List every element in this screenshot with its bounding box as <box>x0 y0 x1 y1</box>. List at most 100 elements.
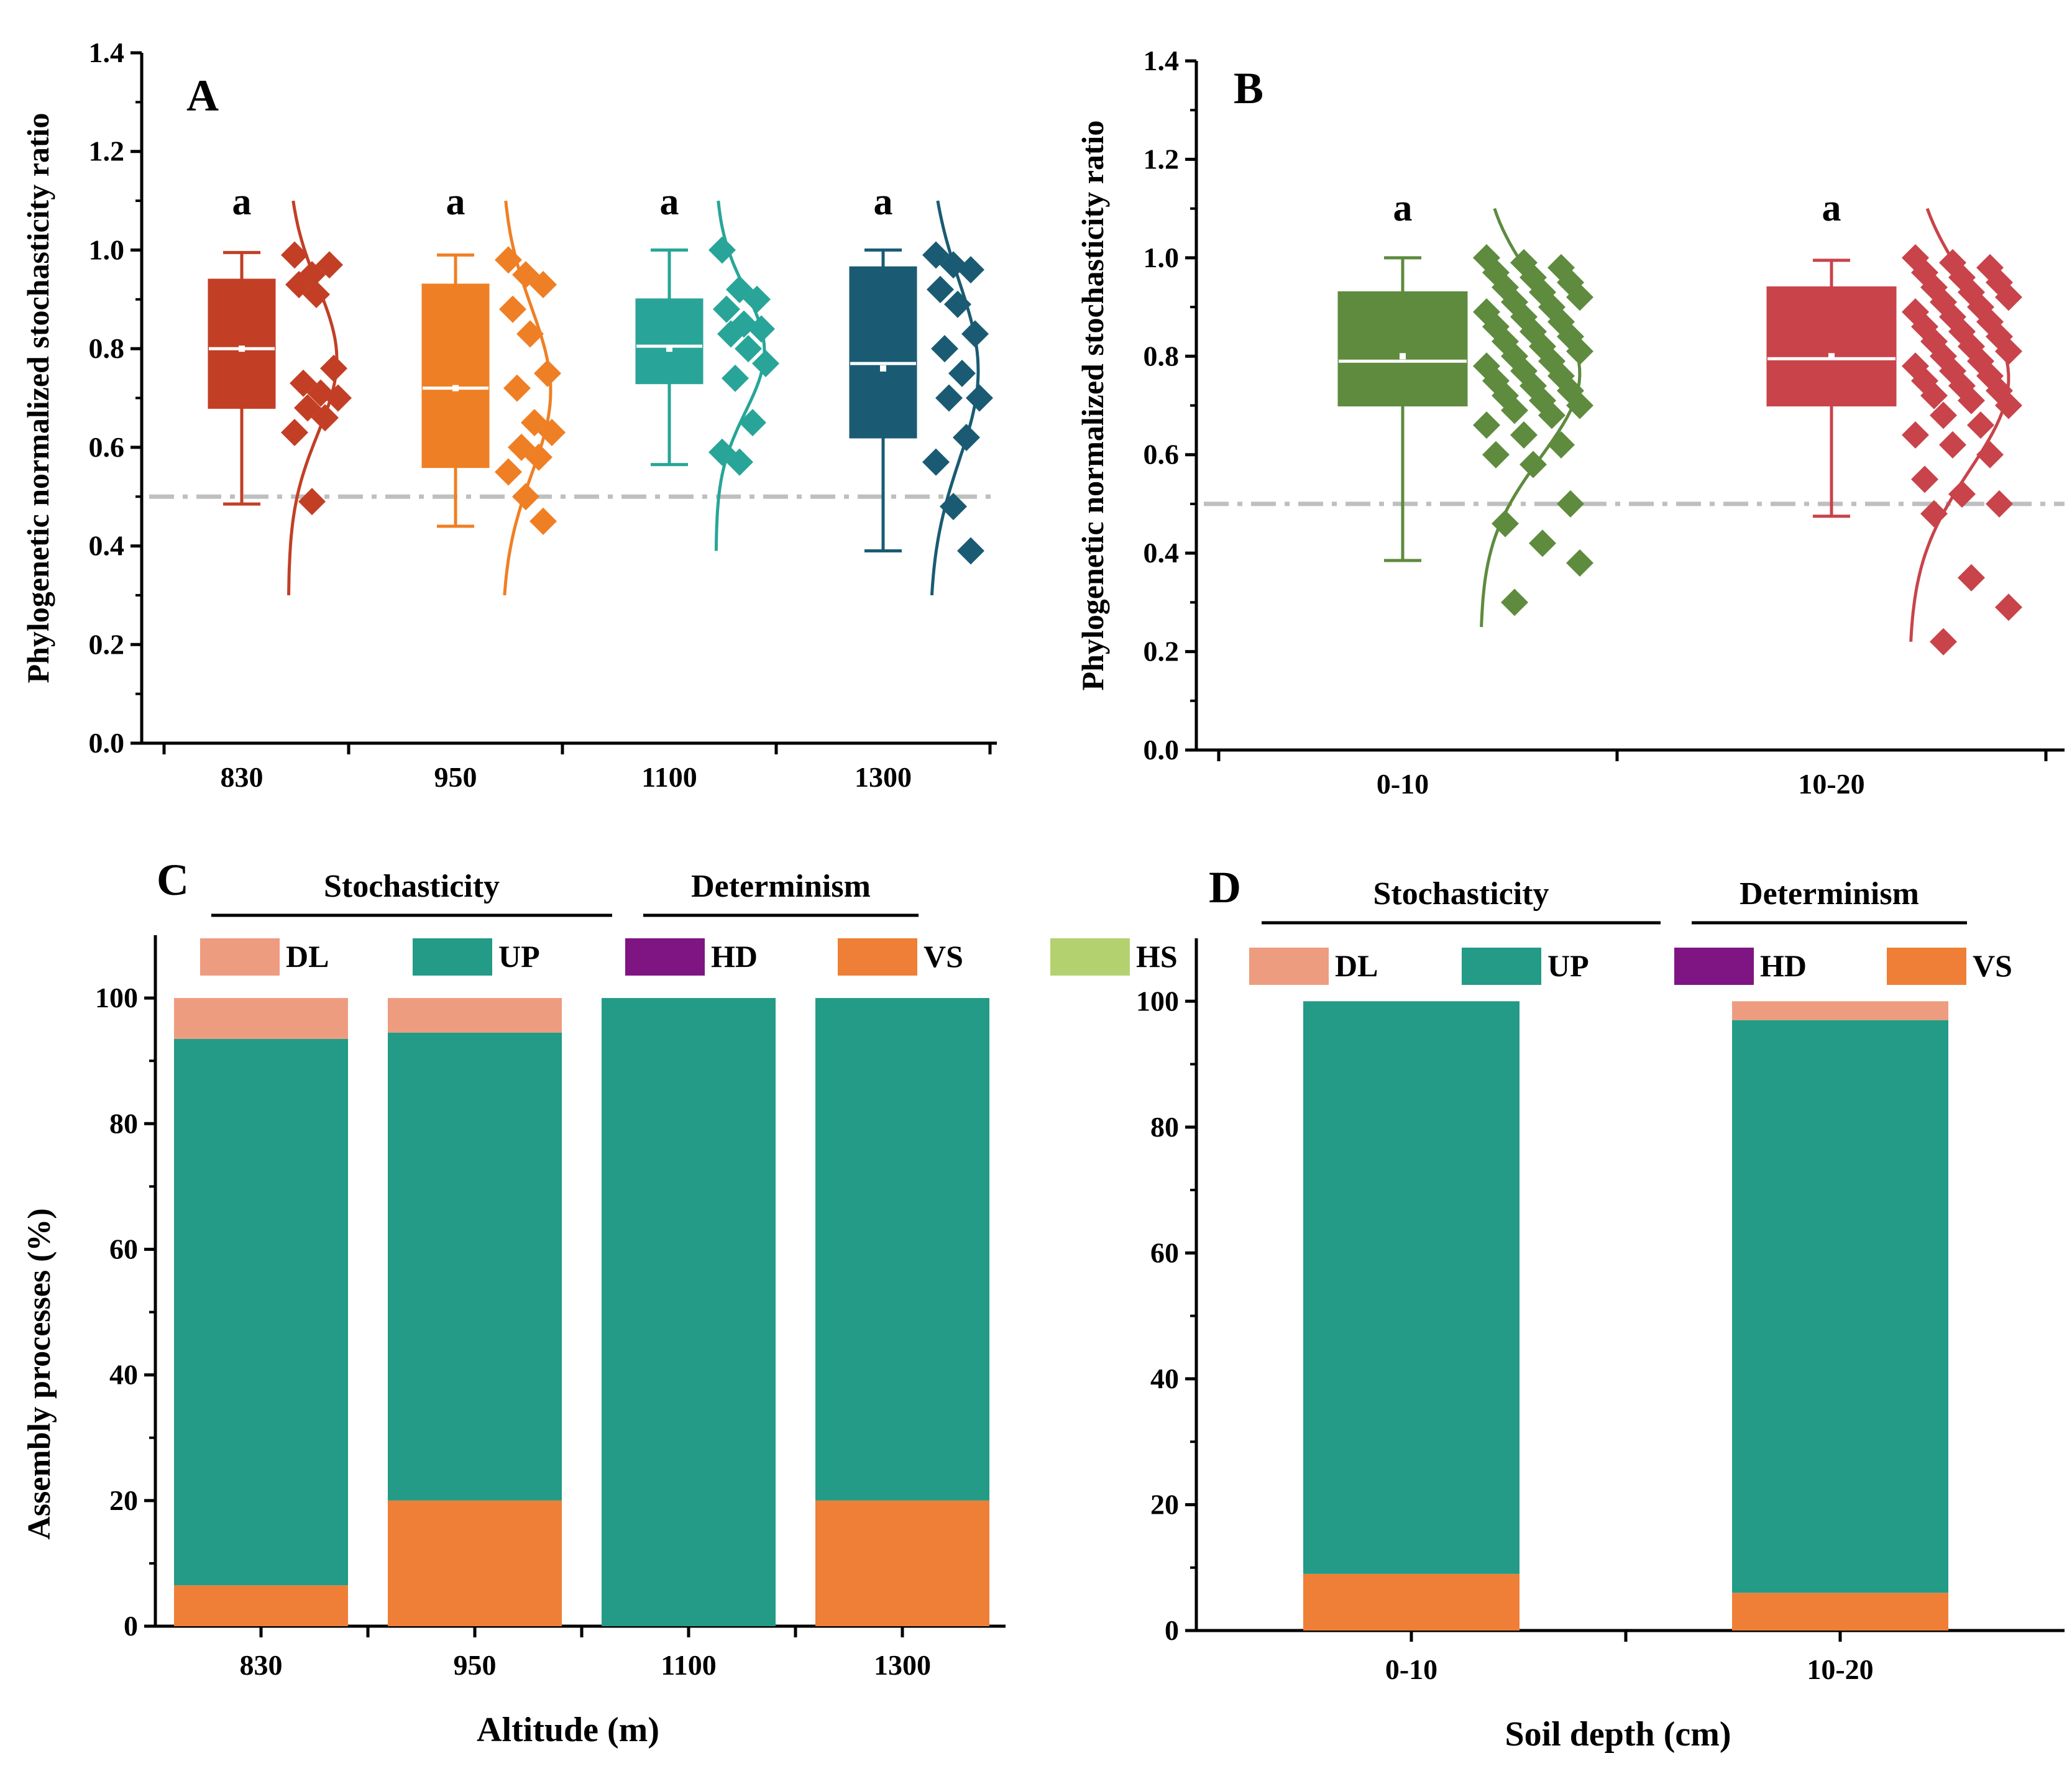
y-tick-label: 0.2 <box>89 628 125 660</box>
x-tick-label: 10-20 <box>1798 768 1864 800</box>
data-point <box>1566 549 1593 577</box>
bar-segment <box>602 998 776 1626</box>
data-point <box>739 409 766 437</box>
data-point <box>311 404 339 432</box>
data-point <box>516 320 544 348</box>
y-tick-label: 0.8 <box>1144 340 1180 372</box>
legend-swatch <box>1050 938 1130 976</box>
bar-segment <box>1732 1593 1948 1631</box>
data-point <box>953 423 980 451</box>
data-point <box>948 359 976 387</box>
bar-segment <box>815 1500 989 1626</box>
mean-marker <box>880 365 886 372</box>
x-tick-label: 0-10 <box>1377 768 1429 800</box>
panel-d: D Soil depth (cm) 0 20 40 60 80 100 Stochasticit… <box>1136 862 2065 1754</box>
x-tick-label: 1100 <box>661 1649 716 1681</box>
data-point <box>1995 593 2022 621</box>
y-tick-label: 0.4 <box>1144 537 1180 569</box>
data-point <box>927 275 954 303</box>
x-tick-label: 1300 <box>874 1649 931 1681</box>
y-tick-label: 1.0 <box>1144 242 1180 273</box>
data-point <box>735 335 762 363</box>
y-axis-title: Phylogenetic normalized stochasticity ra… <box>1075 121 1110 691</box>
y-tick-label: 0.6 <box>1144 439 1180 470</box>
data-point <box>495 458 522 486</box>
data-point <box>281 241 308 269</box>
y-tick-label: 40 <box>109 1359 138 1391</box>
data-point <box>1948 480 1976 508</box>
data-point <box>525 443 552 471</box>
data-point <box>320 354 347 382</box>
data-point <box>1911 465 1938 493</box>
data-point <box>1920 500 1948 528</box>
legend-swatch <box>413 938 492 976</box>
data-point <box>512 483 539 511</box>
data-point <box>1501 396 1528 424</box>
data-point <box>717 320 745 348</box>
data-point <box>1995 283 2022 311</box>
legend-label: UP <box>1547 948 1589 983</box>
data-point <box>961 320 989 348</box>
data-point <box>534 359 561 387</box>
bar-segment <box>388 998 562 1033</box>
bar-segment <box>174 998 348 1039</box>
data-point <box>529 270 557 298</box>
data-point <box>1473 411 1500 439</box>
panel-label: B <box>1234 63 1263 113</box>
y-tick-label: 0.0 <box>89 727 125 759</box>
mean-marker <box>239 345 245 352</box>
data-point <box>722 364 749 392</box>
legend-label: HD <box>711 939 758 974</box>
significance-letter: a <box>1822 187 1841 229</box>
data-point <box>298 488 326 516</box>
y-tick-label: 1.0 <box>89 234 125 265</box>
data-point <box>944 290 971 318</box>
data-point <box>1492 510 1519 538</box>
data-point <box>748 315 775 343</box>
data-point <box>1995 337 2022 365</box>
data-point <box>957 537 984 565</box>
data-point <box>726 448 753 476</box>
y-tick-label: 0 <box>1165 1614 1179 1646</box>
legend-label: DL <box>286 939 329 974</box>
density-curve <box>503 200 552 596</box>
panel-c: C Assembly processes (%) Altitude (m) 0 20 40… <box>22 855 1178 1749</box>
legend-label: HS <box>1136 939 1178 974</box>
data-point <box>713 295 740 323</box>
data-point <box>957 256 984 284</box>
bar-segment <box>174 1038 348 1586</box>
x-tick-label: 0-10 <box>1385 1654 1437 1685</box>
y-tick-label: 0.0 <box>1144 734 1180 766</box>
box <box>1766 286 1897 406</box>
data-point <box>1958 564 1985 592</box>
x-axis-title: Altitude (m) <box>477 1711 659 1749</box>
significance-letter: a <box>874 181 893 223</box>
x-axis-title: Soil depth (cm) <box>1505 1715 1731 1754</box>
data-point <box>1967 411 1994 439</box>
y-tick-label: 0.6 <box>89 431 125 463</box>
data-point <box>1902 421 1929 449</box>
data-point <box>931 335 958 363</box>
group-label: Determinism <box>691 869 871 904</box>
box <box>1337 291 1468 406</box>
group-label: Stochasticity <box>324 869 500 904</box>
y-tick-label: 40 <box>1150 1363 1179 1394</box>
y-tick-label: 80 <box>1150 1111 1179 1143</box>
box <box>849 266 917 439</box>
panel-a: A Phylogenetic normalized stochasticity r… <box>21 37 997 793</box>
legend-swatch <box>1462 948 1541 985</box>
data-point <box>1557 490 1584 518</box>
data-point <box>1986 490 2013 518</box>
data-point <box>935 384 963 412</box>
data-point <box>1529 529 1556 557</box>
y-tick-label: 100 <box>95 982 138 1013</box>
bar-segment <box>1303 1001 1520 1574</box>
y-tick-label: 0.4 <box>89 530 125 562</box>
bar-segment <box>174 1585 348 1626</box>
legend-swatch <box>200 938 280 976</box>
y-axis-title: Assembly processes (%) <box>22 1208 57 1539</box>
data-point <box>1920 382 1948 409</box>
y-tick-label: 1.4 <box>89 37 125 68</box>
mean-marker <box>666 345 672 352</box>
